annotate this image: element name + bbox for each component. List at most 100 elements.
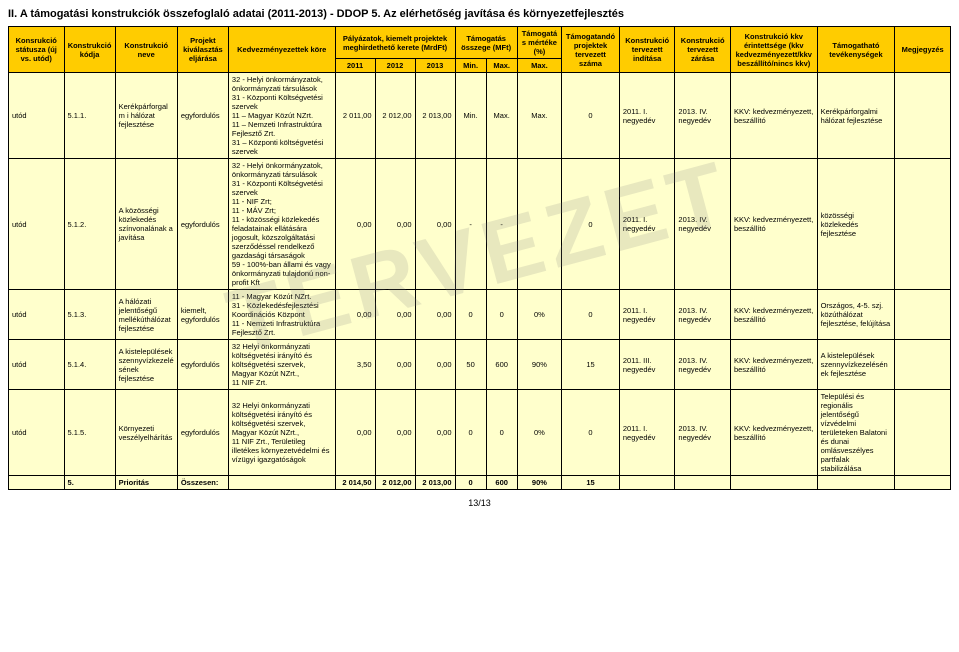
cell-pctmax: 0% — [517, 390, 561, 476]
totals-cell: 0 — [455, 476, 486, 490]
cell-end: 2013. IV. negyedév — [675, 290, 731, 340]
cell-kkv: KKV: kedvezményezett, beszállító — [730, 159, 817, 290]
cell-y2012: 2 012,00 — [375, 73, 415, 159]
cell-code: 5.1.3. — [64, 290, 115, 340]
table-row: utód5.1.1.Kerékpárforgalm i hálózat fejl… — [9, 73, 951, 159]
col-activ: Támogatható tevékenységek — [817, 27, 895, 73]
cell-y2012: 0,00 — [375, 340, 415, 390]
cell-y2012: 0,00 — [375, 390, 415, 476]
cell-benef: 11 - Magyar Közút NZrt. 31 - Közlekedésf… — [228, 290, 335, 340]
totals-cell — [730, 476, 817, 490]
cell-status: utód — [9, 73, 65, 159]
col-start: Konstrukció tervezett indítása — [619, 27, 675, 73]
cell-note — [895, 290, 951, 340]
cell-name: Környezeti veszélyelhárítás — [115, 390, 177, 476]
cell-proc: egyfordulós — [177, 340, 228, 390]
col-name: Konstrukció neve — [115, 27, 177, 73]
cell-count: 0 — [562, 290, 620, 340]
col-2012: 2012 — [375, 59, 415, 73]
cell-y2013: 0,00 — [415, 390, 455, 476]
cell-y2011: 0,00 — [335, 290, 375, 340]
totals-cell: 2 012,00 — [375, 476, 415, 490]
cell-proc: egyfordulós — [177, 73, 228, 159]
cell-min: 0 — [455, 390, 486, 476]
cell-y2012: 0,00 — [375, 159, 415, 290]
cell-kkv: KKV: kedvezményezett, beszállító — [730, 340, 817, 390]
cell-start: 2011. I. negyedév — [619, 390, 675, 476]
cell-max: 600 — [486, 340, 517, 390]
cell-name: Kerékpárforgalm i hálózat fejlesztése — [115, 73, 177, 159]
totals-cell: 2 013,00 — [415, 476, 455, 490]
cell-start: 2011. III. negyedév — [619, 340, 675, 390]
cell-kkv: KKV: kedvezményezett, beszállító — [730, 290, 817, 340]
cell-count: 0 — [562, 390, 620, 476]
cell-code: 5.1.5. — [64, 390, 115, 476]
cell-start: 2011. I. negyedév — [619, 73, 675, 159]
col-status: Konsrukció státusza (új vs. utód) — [9, 27, 65, 73]
col-end: Konstrukció tervezett zárása — [675, 27, 731, 73]
cell-count: 15 — [562, 340, 620, 390]
cell-y2011: 0,00 — [335, 159, 375, 290]
cell-min: Min. — [455, 73, 486, 159]
cell-y2013: 0,00 — [415, 290, 455, 340]
totals-cell — [228, 476, 335, 490]
col-amount: Támogatás összege (MFt) — [455, 27, 517, 59]
cell-max: 0 — [486, 290, 517, 340]
cell-activ: A kistelepülések szennyvízkezelésén ek f… — [817, 340, 895, 390]
cell-proc: egyfordulós — [177, 159, 228, 290]
cell-activ: Települési és regionális jelentőségű víz… — [817, 390, 895, 476]
totals-cell — [817, 476, 895, 490]
cell-y2011: 0,00 — [335, 390, 375, 476]
cell-count: 0 — [562, 73, 620, 159]
cell-benef: 32 - Helyi önkormányzatok, önkormányzati… — [228, 159, 335, 290]
cell-kkv: KKV: kedvezményezett, beszállító — [730, 390, 817, 476]
totals-cell — [895, 476, 951, 490]
table-row: utód5.1.4.A kistelepülések szennyvízkeze… — [9, 340, 951, 390]
cell-min: 50 — [455, 340, 486, 390]
cell-pctmax — [517, 159, 561, 290]
cell-code: 5.1.1. — [64, 73, 115, 159]
cell-activ: Országos, 4-5. szj. közúthálózat fejlesz… — [817, 290, 895, 340]
col-note: Megjegyzés — [895, 27, 951, 73]
col-pctmax: Max. — [517, 59, 561, 73]
cell-end: 2013. IV. negyedév — [675, 159, 731, 290]
totals-cell — [675, 476, 731, 490]
cell-note — [895, 390, 951, 476]
page-title: II. A támogatási konstrukciók összefogla… — [8, 8, 951, 20]
cell-end: 2013. IV. negyedév — [675, 73, 731, 159]
page-number: 13/13 — [8, 498, 951, 508]
cell-name: A hálózati jelentőségű mellékúthálózat f… — [115, 290, 177, 340]
totals-cell — [619, 476, 675, 490]
totals-cell: 5. — [64, 476, 115, 490]
table-body: utód5.1.1.Kerékpárforgalm i hálózat fejl… — [9, 73, 951, 490]
cell-max: 0 — [486, 390, 517, 476]
table-row: utód5.1.2.A közösségi közlekedés színvon… — [9, 159, 951, 290]
col-pct: Támogatás mértéke (%) — [517, 27, 561, 59]
cell-pctmax: 90% — [517, 340, 561, 390]
cell-count: 0 — [562, 159, 620, 290]
data-table: Konsrukció státusza (új vs. utód) Konstr… — [8, 26, 951, 490]
col-count: Támogatandó projektek tervezett száma — [562, 27, 620, 73]
cell-activ: Kerékpárforgalmi hálózat fejlesztése — [817, 73, 895, 159]
col-code: Konstrukció kódja — [64, 27, 115, 73]
cell-code: 5.1.2. — [64, 159, 115, 290]
cell-max: Max. — [486, 73, 517, 159]
totals-cell — [9, 476, 65, 490]
cell-note — [895, 159, 951, 290]
totals-row: 5.PrioritásÖsszesen: 2 014,502 012,002 01… — [9, 476, 951, 490]
cell-status: utód — [9, 290, 65, 340]
col-budget: Pályázatok, kiemelt projektek meghirdeth… — [335, 27, 455, 59]
cell-benef: 32 Helyi önkormányzati költségvetési irá… — [228, 340, 335, 390]
totals-cell: 2 014,50 — [335, 476, 375, 490]
totals-cell: Prioritás — [115, 476, 177, 490]
col-2011: 2011 — [335, 59, 375, 73]
cell-end: 2013. IV. negyedév — [675, 340, 731, 390]
cell-code: 5.1.4. — [64, 340, 115, 390]
cell-status: utód — [9, 159, 65, 290]
cell-y2011: 2 011,00 — [335, 73, 375, 159]
cell-benef: 32 - Helyi önkormányzatok, önkormányzati… — [228, 73, 335, 159]
cell-status: utód — [9, 390, 65, 476]
totals-cell: Összesen: — [177, 476, 228, 490]
table-row: utód5.1.3.A hálózati jelentőségű mellékú… — [9, 290, 951, 340]
cell-kkv: KKV: kedvezményezett, beszállító — [730, 73, 817, 159]
